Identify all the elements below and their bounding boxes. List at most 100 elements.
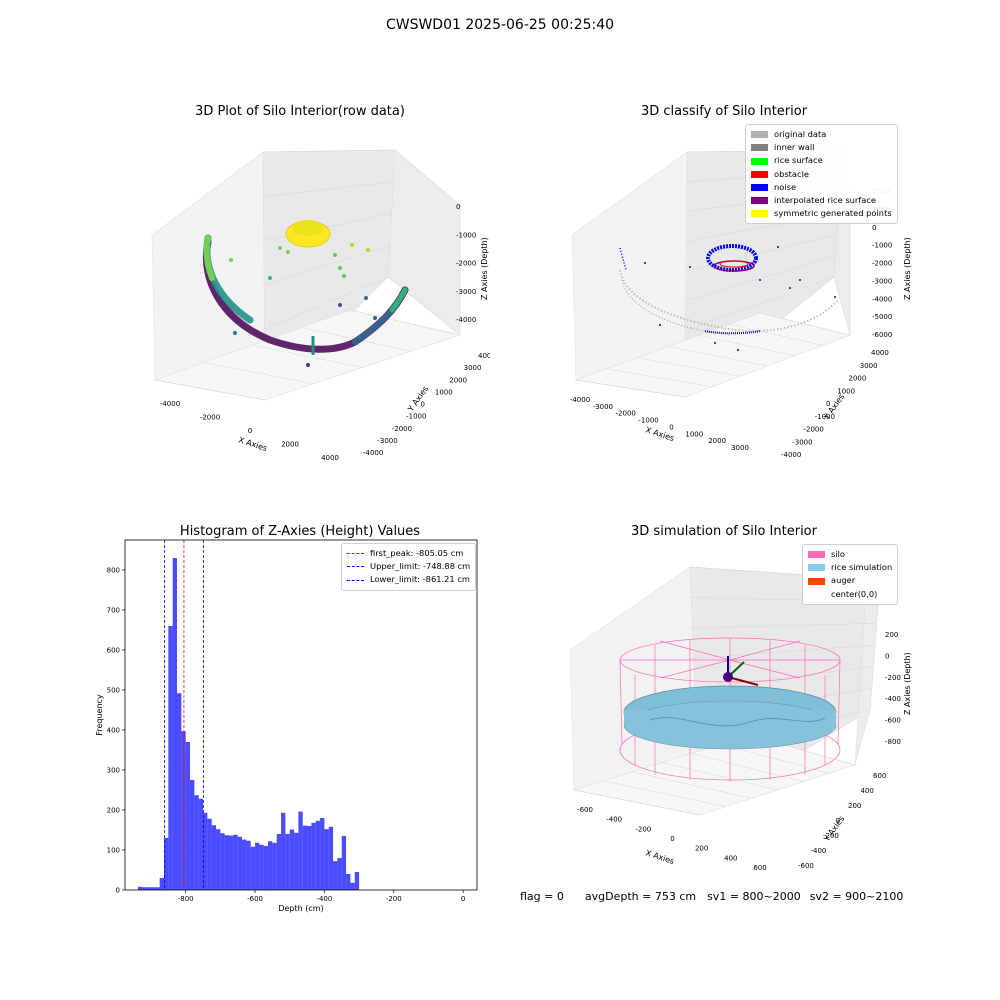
- histogram-bar: [328, 826, 334, 890]
- panel1-y-tick-label: -4000: [363, 449, 383, 457]
- histogram-ytick-label: 100: [107, 847, 120, 855]
- histogram-ytick-label: 300: [107, 767, 120, 775]
- legend-item-first-peak: first_peak: -805.05 cm: [347, 547, 470, 560]
- panel4-x-tick-label: 200: [695, 845, 708, 853]
- histogram-ytick-label: 500: [107, 687, 120, 695]
- panel2-y-tick-label: -3000: [792, 438, 812, 446]
- status-avg-depth: avgDepth = 753 cm: [584, 890, 697, 903]
- panel2-x-tick-label: 3000: [731, 444, 749, 452]
- panel1-x-tick-label: 2000: [281, 441, 299, 449]
- histogram-bar: [289, 829, 295, 890]
- histogram-bar: [172, 558, 178, 890]
- legend-label: auger: [831, 575, 856, 586]
- panel1-zlabel: Z Axies (Depth): [480, 237, 489, 300]
- panel2-y-tick-label: 3000: [860, 362, 878, 370]
- rice-simulation-surface: [623, 685, 837, 750]
- histogram-bar: [224, 835, 230, 890]
- histogram-bar: [177, 693, 182, 890]
- histogram-bar: [250, 846, 256, 890]
- panel2-x-tick-label: -2000: [616, 410, 636, 418]
- panel4-y-tick-label: 600: [873, 772, 886, 780]
- panel1-z-tick-label: -3000: [456, 288, 476, 296]
- status-sv2: sv2 = 900~2100: [809, 890, 904, 903]
- panel4-xlabel: X Axies: [644, 848, 675, 866]
- panel1-y-tick-label: -3000: [377, 437, 397, 445]
- panel2-x-tick-label: -3000: [593, 403, 613, 411]
- histogram-ytick-label: 600: [107, 647, 120, 655]
- legend-swatch: [808, 564, 825, 572]
- histogram-bar: [350, 882, 355, 890]
- panel2-x-tick-label: -4000: [570, 396, 590, 404]
- panel4-x-tick-label: 0: [670, 835, 674, 843]
- panel1-z-tick-label: -4000: [456, 316, 476, 324]
- legend-label: obstacle: [774, 168, 809, 179]
- panel1-z-tick-label: -2000: [456, 260, 476, 268]
- histogram-xtick-label: -200: [386, 895, 402, 903]
- histogram-bar: [138, 886, 143, 890]
- panel1-xlabel: X Axies: [237, 435, 268, 453]
- panel2-x-tick-label: 2000: [708, 437, 726, 445]
- legend-item-silo: silo: [808, 548, 892, 561]
- legend-item-original-data: original data: [751, 128, 892, 141]
- histogram-bar: [255, 842, 260, 890]
- histogram-bar: [211, 825, 217, 890]
- panel4-z-tick-label: -400: [885, 695, 901, 703]
- panel4-y-tick-label: -600: [798, 862, 814, 870]
- histogram-xtick-label: -400: [316, 895, 332, 903]
- legend-item-rice-surface: rice surface: [751, 154, 892, 167]
- panel4-y-tick-label: 200: [848, 802, 861, 810]
- panel2-y-tick-label: 4000: [871, 349, 889, 357]
- histogram-xlabel: Depth (cm): [278, 904, 323, 913]
- figure-suptitle: CWSWD01 2025-06-25 00:25:40: [385, 17, 615, 33]
- histogram-bar: [354, 872, 360, 890]
- histogram-bar: [185, 742, 191, 890]
- legend-swatch: [808, 577, 825, 585]
- panel2-y-tick-label: 1000: [837, 387, 855, 395]
- panel4-title: 3D simulation of Silo Interior: [631, 524, 817, 539]
- histogram-ylabel: Frequency: [95, 694, 104, 736]
- panel4-x-tick-label: -200: [635, 825, 651, 833]
- panel1-title: 3D Plot of Silo Interior(row data): [195, 104, 405, 119]
- panel4-x-tick-label: -600: [577, 806, 593, 814]
- legend-item-inner-wall: inner wall: [751, 141, 892, 154]
- legend-swatch: [751, 197, 768, 205]
- panel2-legend: original data inner wall rice surface ob…: [745, 124, 898, 225]
- panel1-y-tick-label: 4000: [478, 352, 490, 360]
- legend-item-auger: auger: [808, 574, 892, 587]
- histogram-bar: [151, 887, 156, 890]
- legend-item-center: center(0,0): [808, 588, 892, 601]
- histogram-bar: [220, 833, 225, 890]
- histogram-ytick-label: 200: [107, 807, 120, 815]
- legend-item-interpolated-rice-surface: interpolated rice surface: [751, 194, 892, 207]
- legend-label: Lower_limit: -861.21 cm: [370, 574, 470, 585]
- histogram-bars: [138, 558, 360, 890]
- histogram-bar: [242, 839, 247, 890]
- panel1-x-tick-label: -4000: [160, 400, 180, 408]
- legend-swatch: [751, 170, 768, 178]
- panel2-z-tick-label: -2000: [872, 260, 892, 268]
- panel4-z-tick-label: 0: [885, 652, 889, 660]
- histogram-bar: [320, 818, 325, 890]
- legend-swatch: [751, 144, 768, 152]
- histogram-bar: [198, 798, 204, 890]
- histogram-bar: [294, 832, 299, 890]
- panel1-z-tick-label: -1000: [456, 231, 476, 239]
- histogram-bar: [233, 834, 238, 890]
- histogram-bar: [229, 835, 234, 890]
- panel4-y-tick-label: 0: [836, 817, 840, 825]
- legend-label: original data: [774, 129, 827, 139]
- histogram-yticks: 0 100 200 300 400 500 600 700 800: [107, 567, 125, 895]
- panel1-z-tick-label: 0: [456, 203, 460, 211]
- panel1-panes: [151, 149, 462, 401]
- legend-swatch: [808, 551, 825, 559]
- panel4-x-tick-label: 600: [753, 864, 766, 872]
- panel1-y-tick-label: -1000: [406, 413, 426, 421]
- histogram-bar: [307, 826, 312, 890]
- histogram-bar: [272, 842, 277, 890]
- legend-label: first_peak: -805.05 cm: [370, 548, 464, 558]
- histogram-bar: [207, 818, 212, 890]
- legend-label: rice simulation: [831, 562, 893, 573]
- histogram-bar: [337, 858, 342, 890]
- auger-axes-marker: [723, 656, 759, 686]
- histogram-bar: [190, 780, 195, 890]
